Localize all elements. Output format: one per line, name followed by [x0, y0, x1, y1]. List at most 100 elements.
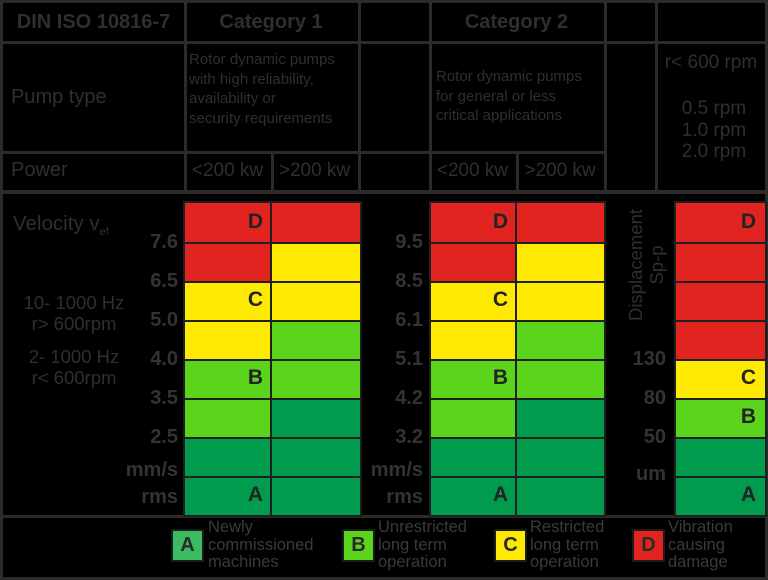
zone-cell [517, 476, 604, 515]
category1-description: Rotor dynamic pumps with high reliabilit… [189, 50, 357, 128]
description-line: with high reliability, [189, 70, 314, 88]
legend-swatch-C: C [494, 529, 527, 562]
unit-mm-s: mm/s [125, 459, 178, 481]
grid-line [604, 3, 607, 190]
velocity-axis-text: Velocity v [13, 212, 100, 235]
zone-cell [272, 476, 360, 515]
legend-label-line: Vibration [668, 518, 733, 536]
zone-cell [185, 203, 272, 242]
grid-line [516, 151, 519, 190]
legend-swatch-B: B [342, 529, 375, 562]
tick-displacement: 130 [632, 348, 666, 370]
legend-label-line: damage [668, 553, 728, 571]
zone-cell [185, 359, 272, 398]
speed-note-title: r< 600 rpm [664, 52, 758, 73]
zone-cell [272, 203, 360, 242]
legend-label-line: long term [530, 535, 599, 554]
zone-cell [517, 359, 604, 398]
legend-label-line: operation [530, 553, 599, 571]
legend-label-A: Newly commissioned machines [208, 518, 334, 572]
zone-letter-D: D [492, 210, 508, 233]
legend-label-B: Unrestricted long term operation [378, 518, 504, 572]
zone-column-2 [270, 201, 362, 517]
zone-letter-C: C [492, 288, 508, 311]
tick-cat2: 8.5 [395, 270, 423, 292]
zone-cell [517, 203, 604, 242]
speed-note: r< 600 rpm 0.5 rpm 1.0 rpm 2.0 rpm [657, 43, 765, 190]
zone-letter-B: B [492, 366, 508, 389]
zone-cell [185, 398, 272, 437]
frequency-line: 2- 1000 Hz [28, 346, 120, 367]
power-label: Power [11, 159, 68, 181]
legend-label-C: Restricted long term operation [530, 518, 656, 572]
zone-cell [676, 398, 765, 437]
zone-cell [272, 359, 360, 398]
zone-letter-A: A [247, 483, 263, 506]
legend-label-line: Restricted [530, 518, 605, 536]
zone-letter-D: D [247, 210, 263, 233]
legend-label-line: Newly [208, 518, 253, 536]
zone-cell [431, 398, 517, 437]
unit-um: um [636, 463, 666, 485]
speed-value: 0.5 rpm [681, 98, 747, 119]
category2-description: Rotor dynamic pumps for general or less … [436, 67, 604, 126]
zone-cell [517, 437, 604, 476]
zone-cell [676, 242, 765, 281]
standard-title: DIN ISO 10816-7 [16, 10, 171, 33]
unit-rms: rms [141, 486, 178, 508]
speed-value: 2.0 rpm [681, 141, 747, 162]
zone-cell [272, 320, 360, 359]
zone-cell [431, 203, 517, 242]
zone-letter-A: A [740, 483, 756, 506]
legend-label-line: machines [208, 553, 279, 571]
zone-cell [272, 281, 360, 320]
zone-cell [517, 320, 604, 359]
zone-column-3: D C B A [429, 201, 519, 517]
displacement-axis-line: Sp-p [646, 245, 667, 285]
description-line: for general or less [436, 87, 557, 105]
power-col-cat1-low: <200 kw [191, 159, 264, 181]
tick-cat1: 2.5 [150, 426, 178, 448]
legend-swatch-D: D [632, 529, 665, 562]
tick-cat2: 9.5 [395, 231, 423, 253]
zone-cell [272, 398, 360, 437]
unit-mm-s: mm/s [370, 459, 423, 481]
zone-cell [185, 281, 272, 320]
tick-cat1: 6.5 [150, 270, 178, 292]
frequency-line: 10- 1000 Hz [23, 292, 125, 313]
description-line: security requirements [189, 109, 333, 127]
speed-note-values: 0.5 rpm 1.0 rpm 2.0 rpm [663, 98, 765, 163]
tick-cat2: 4.2 [395, 387, 423, 409]
zone-cell [431, 437, 517, 476]
tick-cat2: 5.1 [395, 348, 423, 370]
tick-displacement: 50 [643, 426, 666, 448]
category-2-header: Category 2 [464, 10, 569, 33]
power-col-cat2-high: >200 kw [524, 159, 596, 181]
velocity-axis-label: Velocity vef [13, 212, 109, 238]
grid-line [3, 190, 765, 194]
zone-column-4 [515, 201, 606, 517]
pump-type-label: Pump type [11, 85, 107, 108]
zone-cell [431, 242, 517, 281]
legend-label-line: long term [378, 535, 447, 554]
description-line: critical applications [436, 107, 562, 124]
legend-swatch-A: A [171, 529, 204, 562]
zone-cell [185, 476, 272, 515]
zone-letter-B: B [247, 366, 263, 389]
frequency-range-low: 2- 1000 Hz r< 600rpm [15, 346, 133, 388]
zone-cell [431, 320, 517, 359]
zone-cell [431, 476, 517, 515]
category-1-header: Category 1 [219, 10, 323, 33]
frequency-range-high: 10- 1000 Hz r> 600rpm [15, 292, 133, 334]
tick-cat1: 4.0 [150, 348, 178, 370]
displacement-axis-label: Displacement Sp-p [625, 165, 669, 365]
tick-cat1: 3.5 [150, 387, 178, 409]
zone-cell [676, 320, 765, 359]
zone-cell [185, 320, 272, 359]
zone-column-1: D C B A [183, 201, 274, 517]
zone-cell [272, 242, 360, 281]
zone-letter-A: A [492, 483, 508, 506]
frequency-line: r< 600rpm [31, 367, 117, 388]
zone-letter-B: B [740, 405, 756, 428]
tick-cat1: 5.0 [150, 309, 178, 331]
